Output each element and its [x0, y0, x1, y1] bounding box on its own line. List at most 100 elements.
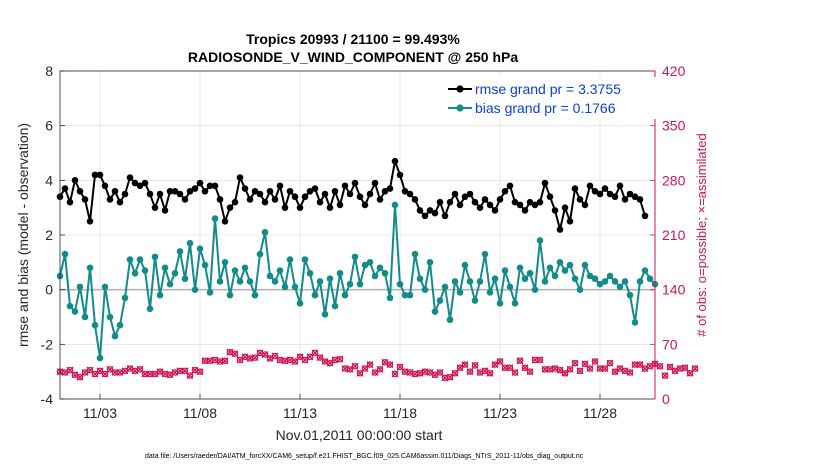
obs-possible-marker: [466, 368, 474, 375]
rmse-point: [601, 185, 609, 192]
obs-count-point: [186, 372, 194, 380]
obs-assimilated-marker: [606, 359, 614, 367]
rmse-point: [281, 204, 289, 211]
obs-assimilated-marker: [96, 367, 104, 375]
bias-point: [266, 272, 274, 280]
obs-assimilated-marker: [551, 365, 559, 373]
bias-series: [56, 201, 659, 362]
rmse-point: [386, 185, 394, 192]
bias-point: [376, 264, 384, 272]
rmse-point: [511, 198, 519, 206]
bias-point: [611, 278, 619, 285]
rmse-point: [76, 187, 84, 195]
bias-point: [76, 283, 84, 291]
obs-possible-marker: [306, 353, 314, 361]
obs-possible-marker: [566, 366, 574, 373]
rmse-point: [406, 190, 414, 198]
obs-count-point: [316, 354, 324, 362]
rmse-point: [96, 171, 104, 179]
obs-assimilated-marker: [231, 350, 239, 358]
bias-point: [336, 269, 344, 277]
obs-possible-marker: [386, 361, 394, 368]
obs-count-point: [576, 367, 584, 375]
bias-point: [421, 286, 429, 293]
bias-point: [331, 302, 339, 310]
rmse-point: [336, 201, 344, 209]
bias-point: [71, 308, 79, 315]
obs-count-point: [571, 359, 579, 367]
bias-point: [581, 261, 589, 269]
bias-point: [306, 269, 314, 277]
rmse-point: [401, 187, 409, 195]
bias-point: [461, 261, 469, 269]
bias-point: [416, 275, 424, 283]
obs-possible-marker: [626, 369, 634, 376]
rmse-point: [576, 196, 584, 203]
obs-count-point: [376, 365, 384, 373]
obs-possible-marker: [136, 366, 144, 373]
legend-rmse-marker: [456, 85, 464, 93]
bias-point: [401, 291, 409, 299]
bias-point: [451, 278, 459, 285]
bias-point: [396, 280, 404, 288]
bias-point: [241, 264, 249, 272]
y2-tick-label: 420: [662, 63, 686, 79]
bias-point: [491, 275, 499, 283]
legend-bias-label: bias grand pr = 0.1766: [475, 100, 616, 116]
obs-count-point: [451, 369, 459, 377]
obs-count-point: [496, 358, 504, 365]
obs-assimilated-marker: [571, 359, 579, 367]
obs-assimilated-marker: [271, 352, 279, 360]
y2-tick-label: 210: [662, 227, 686, 243]
obs-assimilated-marker: [176, 367, 184, 375]
y-axis-ticks: -4 -2 0 2 4 6 8: [41, 63, 65, 407]
bias-point: [411, 250, 419, 258]
obs-assimilated-marker: [621, 367, 629, 375]
obs-count-point: [471, 361, 479, 369]
obs-assimilated-marker: [351, 362, 359, 370]
obs-assimilated-marker: [556, 366, 564, 374]
bias-point: [641, 267, 649, 274]
obs-assimilated-marker: [136, 365, 144, 373]
bias-point: [126, 256, 134, 263]
obs-assimilated-marker: [211, 356, 219, 364]
rmse-point: [436, 198, 444, 206]
bias-point: [286, 256, 294, 263]
obs-assimilated-marker: [526, 368, 534, 376]
obs-count-point: [436, 368, 444, 376]
y2-axis-ticks: 0 70 140 210 280 350 420: [650, 63, 686, 407]
obs-possible-marker: [336, 355, 344, 363]
obs-assimilated-marker: [461, 361, 469, 369]
bias-point: [176, 248, 184, 255]
rmse-point: [181, 196, 189, 203]
obs-possible-marker: [516, 357, 524, 364]
rmse-point: [151, 204, 159, 211]
obs-assimilated-marker: [241, 353, 249, 361]
rmse-point: [156, 190, 164, 198]
obs-possible-marker: [561, 369, 569, 377]
bias-point: [541, 278, 549, 285]
bias-point: [251, 291, 259, 299]
rmse-point: [236, 174, 244, 181]
bias-point: [621, 278, 629, 285]
obs-assimilated-marker: [361, 365, 369, 373]
bias-point: [106, 313, 114, 321]
obs-possible-marker: [506, 364, 514, 372]
y-tick-label: -2: [41, 336, 54, 352]
rmse-point: [496, 196, 504, 203]
rmse-point: [501, 187, 509, 195]
rmse-point: [316, 198, 324, 206]
obs-count-point: [601, 365, 609, 373]
obs-assimilated-marker: [181, 367, 189, 375]
rmse-point: [321, 190, 329, 198]
bias-point: [166, 280, 174, 288]
obs-count-point: [336, 355, 344, 363]
rmse-point: [621, 196, 629, 203]
obs-assimilated-marker: [666, 363, 674, 371]
obs-count-point: [386, 361, 394, 369]
bias-point: [231, 267, 239, 274]
obs-assimilated-marker: [381, 358, 389, 366]
bias-point: [161, 264, 169, 272]
obs-possible-marker: [376, 366, 384, 373]
bias-point: [361, 261, 369, 269]
